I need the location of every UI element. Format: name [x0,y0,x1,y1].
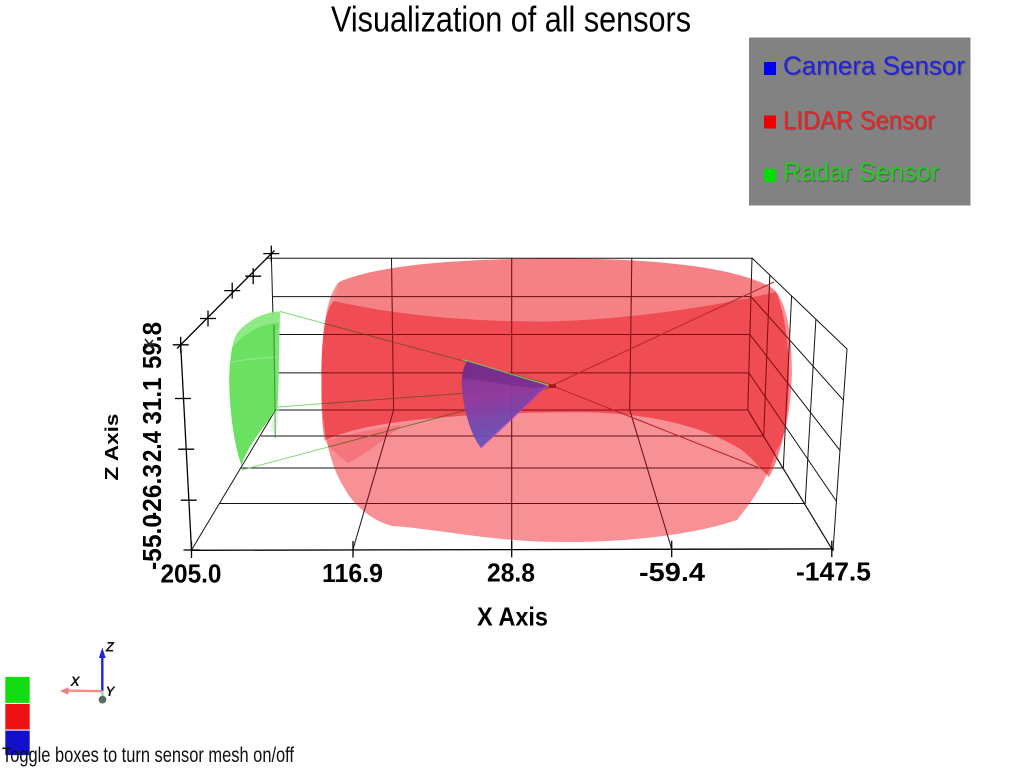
svg-text:Radar Sensor: Radar Sensor [784,158,940,188]
svg-text:-55.0: -55.0 [137,514,167,570]
svg-text:Y: Y [106,684,117,699]
svg-text:Radar Sensor: Radar Sensor [783,157,939,187]
svg-text:Camera Sensor: Camera Sensor [783,51,965,81]
svg-text:X: X [70,674,81,689]
svg-text:LIDAR Sensor: LIDAR Sensor [784,106,936,136]
svg-text:-26.3: -26.3 [137,464,167,520]
svg-text:205.0: 205.0 [161,559,222,589]
svg-text:31.1: 31.1 [137,378,167,425]
svg-text:116.9: 116.9 [322,558,383,588]
svg-text:28.8: 28.8 [487,558,535,588]
svg-text:59.8: 59.8 [137,322,167,369]
svg-text:LIDAR Sensor: LIDAR Sensor [783,105,935,135]
svg-text:Z Axis: Z Axis [101,414,122,481]
svg-text:Z: Z [105,639,115,654]
svg-text:Visualization of all sensors: Visualization of all sensors [331,0,691,40]
svg-text:-59.4: -59.4 [639,557,706,587]
svg-text:Camera Sensor: Camera Sensor [784,52,966,82]
svg-text:Toggle boxes to turn sensor me: Toggle boxes to turn sensor mesh on/off [2,744,294,767]
svg-text:2.4: 2.4 [137,431,167,462]
svg-text:-147.5: -147.5 [796,557,871,587]
svg-text:X Axis: X Axis [477,602,548,632]
